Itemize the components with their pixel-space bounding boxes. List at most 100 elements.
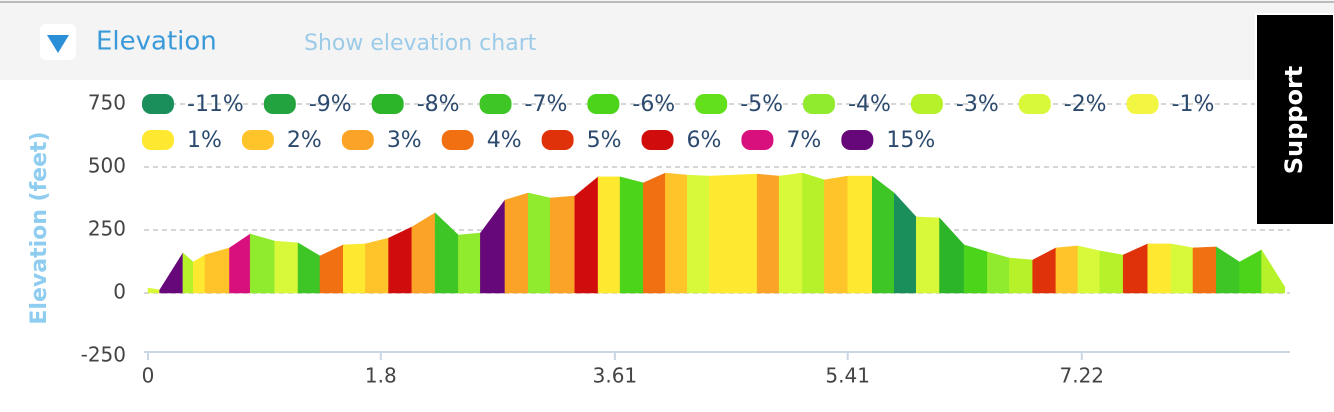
grade-segment bbox=[504, 192, 529, 294]
grade-segment bbox=[824, 175, 848, 294]
x-tick-label: 3.61 bbox=[593, 364, 638, 388]
legend-swatch bbox=[741, 130, 774, 150]
grade-segment bbox=[915, 216, 940, 294]
legend-swatch bbox=[910, 94, 943, 114]
grade-segment bbox=[549, 195, 576, 294]
grade-segment bbox=[274, 240, 299, 294]
grade-segment bbox=[159, 252, 184, 294]
legend-swatch bbox=[142, 130, 174, 150]
y-tick-label: -250 bbox=[81, 343, 126, 367]
grade-segment bbox=[365, 237, 389, 294]
y-axis-title: Elevation (feet) bbox=[27, 131, 52, 324]
legend-label: 6% bbox=[687, 128, 722, 153]
legend-swatch bbox=[241, 130, 274, 150]
grade-segment bbox=[1032, 247, 1057, 294]
grade-segment bbox=[963, 244, 988, 294]
grade-segment bbox=[1170, 243, 1194, 294]
legend-swatch bbox=[841, 130, 874, 150]
grade-segment bbox=[872, 175, 895, 294]
grade-segment bbox=[1099, 250, 1124, 294]
grade-segment bbox=[1147, 243, 1172, 294]
grade-segment bbox=[388, 226, 413, 294]
grade-segment bbox=[1261, 249, 1286, 294]
x-tick-label: 0 bbox=[142, 364, 155, 388]
support-label[interactable]: Support bbox=[1280, 66, 1308, 175]
legend-label: -8% bbox=[417, 92, 460, 117]
grade-segment bbox=[1239, 249, 1262, 294]
legend-label: 1% bbox=[187, 128, 222, 153]
legend-label: -6% bbox=[632, 92, 675, 117]
legend-label: -3% bbox=[956, 92, 999, 117]
x-tick-label: 5.41 bbox=[825, 364, 870, 388]
grade-segment bbox=[756, 173, 780, 294]
grade-segment bbox=[229, 233, 251, 294]
grade-segment bbox=[204, 247, 230, 294]
x-tick-label: 1.8 bbox=[365, 364, 397, 388]
grade-segment bbox=[939, 217, 965, 294]
grade-segment bbox=[1055, 245, 1079, 294]
legend-label: -7% bbox=[525, 92, 568, 117]
grade-segment bbox=[574, 176, 599, 294]
legend-swatch bbox=[263, 94, 296, 114]
legend-swatch bbox=[371, 94, 404, 114]
grade-segment bbox=[1192, 246, 1217, 294]
grade-segment bbox=[193, 254, 206, 294]
legend-label: 7% bbox=[786, 128, 821, 153]
grade-segment bbox=[297, 242, 321, 294]
header-title: Elevation bbox=[96, 27, 217, 57]
legend-swatch bbox=[541, 130, 574, 150]
grade-segment bbox=[411, 212, 436, 294]
grade-segment bbox=[527, 192, 551, 294]
legend-label: 5% bbox=[587, 128, 622, 153]
legend: -11% -9% -8% -7% -6% -5% -4% -3% -2% -1% 1% 2% 3% 4% 5… bbox=[142, 92, 1214, 153]
legend-label: -11% bbox=[187, 92, 244, 117]
show-chart-link[interactable]: Show elevation chart bbox=[304, 31, 537, 56]
grade-segment bbox=[458, 232, 481, 294]
grade-segment bbox=[182, 252, 194, 294]
grade-segment bbox=[847, 175, 873, 294]
legend-label: 3% bbox=[387, 128, 422, 153]
legend-swatch bbox=[587, 94, 620, 114]
grade-segment bbox=[434, 212, 459, 294]
legend-swatch bbox=[142, 94, 174, 114]
support-tab[interactable] bbox=[1255, 13, 1334, 226]
grade-segment bbox=[778, 172, 803, 294]
y-tick-label: 0 bbox=[113, 280, 126, 304]
legend-swatch bbox=[695, 94, 728, 114]
legend-label: 2% bbox=[287, 128, 322, 153]
x-tick-label: 7.22 bbox=[1060, 364, 1105, 388]
legend-label: 4% bbox=[487, 128, 522, 153]
grade-segment bbox=[1077, 245, 1101, 294]
grade-segment bbox=[147, 287, 160, 294]
legend-swatch bbox=[641, 130, 674, 150]
legend-label: -2% bbox=[1064, 92, 1107, 117]
grade-segment bbox=[1216, 246, 1240, 294]
y-tick-label: 500 bbox=[88, 154, 126, 178]
grade-segment bbox=[709, 173, 758, 294]
grade-segment bbox=[343, 243, 366, 294]
grade-segment bbox=[665, 172, 688, 294]
legend-swatch bbox=[1126, 94, 1159, 114]
plot: -250 0 250 500 750 0 1.8 3.61 5.41 7.22 bbox=[81, 91, 1290, 388]
toggle-icon[interactable] bbox=[47, 35, 69, 53]
grade-segment bbox=[619, 176, 644, 294]
grade-segment bbox=[802, 172, 825, 294]
legend-label: -9% bbox=[309, 92, 352, 117]
grade-segment bbox=[597, 176, 621, 294]
grade-segment bbox=[687, 174, 710, 294]
legend-label: -4% bbox=[848, 92, 891, 117]
legend-swatch bbox=[479, 94, 512, 114]
grade-segment bbox=[643, 172, 666, 294]
legend-swatch bbox=[1018, 94, 1051, 114]
legend-swatch bbox=[441, 130, 474, 150]
grade-segment bbox=[480, 199, 506, 294]
grade-segment bbox=[249, 233, 275, 294]
legend-label: 15% bbox=[886, 128, 935, 153]
y-tick-label: 750 bbox=[88, 91, 126, 115]
legend-label: -1% bbox=[1172, 92, 1215, 117]
y-tick-label: 250 bbox=[88, 217, 126, 241]
legend-swatch bbox=[803, 94, 836, 114]
grade-segment bbox=[319, 244, 344, 294]
header-bar bbox=[0, 0, 1334, 80]
